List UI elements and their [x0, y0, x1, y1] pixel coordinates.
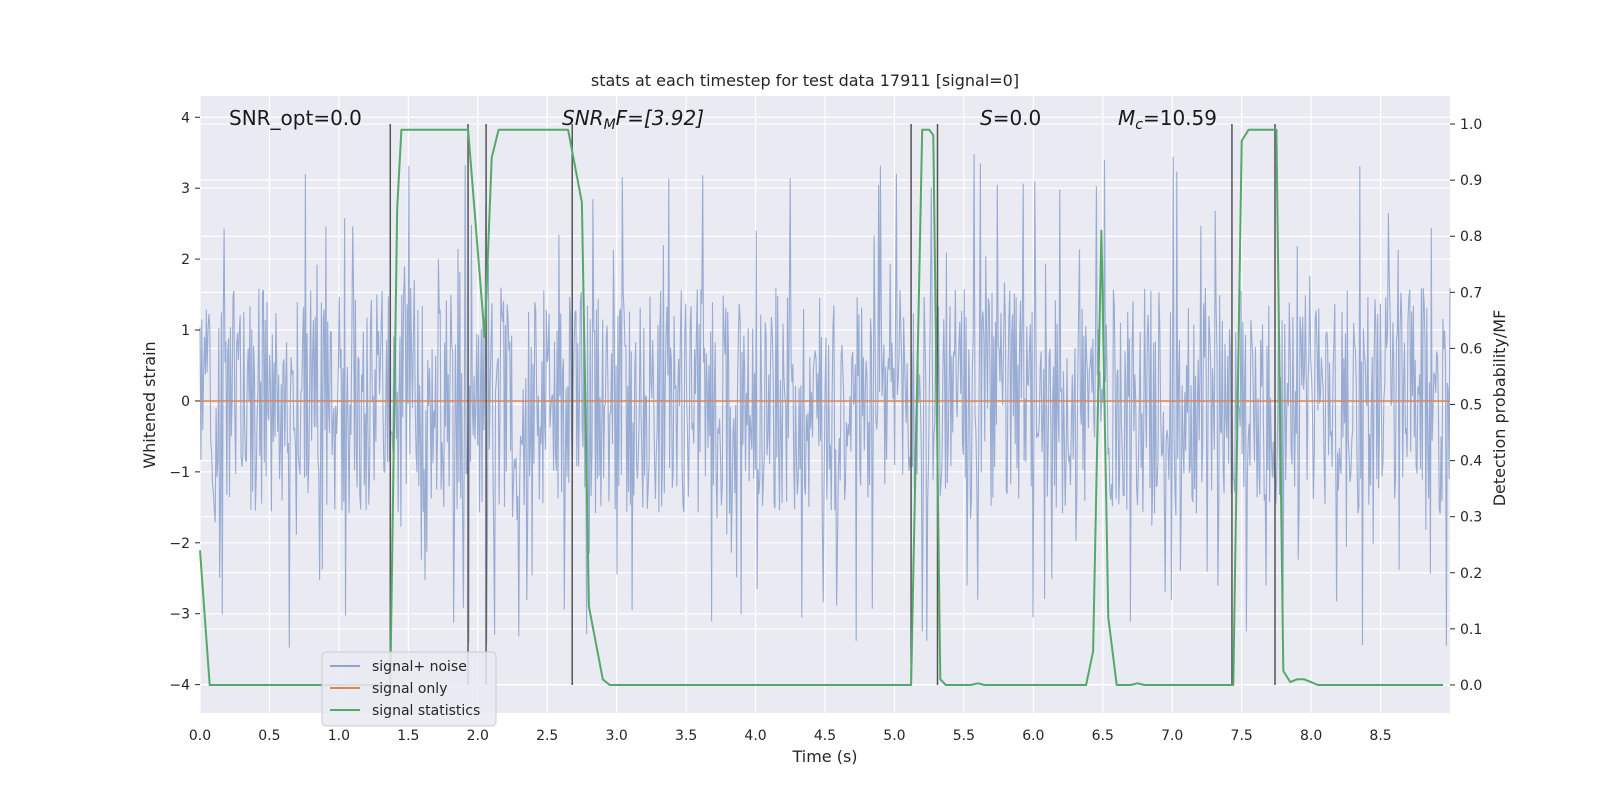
- annotation-mc-value: =10.59: [1143, 106, 1217, 130]
- y2-axis-label: Detection probability/MF: [1490, 310, 1509, 507]
- chart-title: stats at each timestep for test data 179…: [591, 71, 1019, 90]
- y2-tick-label: 0.2: [1460, 566, 1482, 582]
- y2-tick-label: 1.0: [1460, 117, 1482, 133]
- legend-label-noise: signal+ noise: [372, 659, 467, 675]
- x-tick-label: 2.0: [467, 728, 489, 744]
- y2-axis-ticks: 1.0 0.9 0.8 0.7 0.6 0.5 0.4 0.3 0.2 0.1 0.0: [1450, 117, 1482, 694]
- x-tick-label: 6.0: [1022, 728, 1044, 744]
- x-tick-label: 5.5: [953, 728, 975, 744]
- signal-statistics-series: [199, 128, 1444, 686]
- y-axis-ticks: 4 3 2 1 0 −1 −2 −3 −4: [169, 110, 200, 694]
- legend: signal+ noise signal only signal statist…: [321, 651, 497, 727]
- y-tick-label: −4: [169, 678, 190, 694]
- y2-tick-label: 0.9: [1460, 173, 1482, 189]
- annotation-mc-sub: c: [1135, 117, 1143, 133]
- x-tick-label: 7.0: [1161, 728, 1183, 744]
- legend-label-stats: signal statistics: [372, 703, 480, 719]
- legend-label-signal: signal only: [372, 681, 447, 697]
- x-tick-label: 4.5: [814, 728, 836, 744]
- x-tick-label: 8.5: [1369, 728, 1391, 744]
- x-tick-label: 0.0: [189, 728, 211, 744]
- x-tick-label: 0.5: [258, 728, 280, 744]
- vertical-markers: [389, 124, 1276, 685]
- y2-tick-label: 0.4: [1460, 454, 1482, 470]
- y-axis-label: Whitened strain: [140, 341, 159, 468]
- x-tick-label: 6.5: [1092, 728, 1114, 744]
- y2-tick-label: 0.3: [1460, 510, 1482, 526]
- annotation-mc: Mc=10.59: [1118, 106, 1217, 133]
- signal-statistics-line: [199, 128, 1444, 686]
- y2-tick-label: 0.5: [1460, 398, 1482, 414]
- annotation-s-var: S: [980, 106, 993, 130]
- y-tick-label: −1: [169, 465, 190, 481]
- annotation-snr-mf: SNRMF=[3.92]: [562, 106, 704, 133]
- y-tick-label: 0: [181, 394, 190, 410]
- x-tick-label: 3.0: [606, 728, 628, 744]
- annotation-snr-mf-f: F=[3.92]: [616, 106, 704, 130]
- y2-tick-label: 0.0: [1460, 678, 1482, 694]
- y-tick-label: 2: [181, 252, 190, 268]
- x-tick-label: 8.0: [1300, 728, 1322, 744]
- y2-tick-label: 0.1: [1460, 622, 1482, 638]
- y2-tick-label: 0.6: [1460, 341, 1482, 357]
- x-axis-label: Time (s): [791, 747, 857, 766]
- annotation-mc-var: M: [1118, 106, 1135, 130]
- x-tick-label: 5.0: [883, 728, 905, 744]
- signal-noise-series: [199, 154, 1451, 648]
- x-tick-label: 4.0: [744, 728, 766, 744]
- x-tick-label: 3.5: [675, 728, 697, 744]
- annotation-snr-mf-sub: M: [604, 117, 616, 133]
- noise-line: [199, 154, 1451, 648]
- x-tick-label: 7.5: [1231, 728, 1253, 744]
- x-axis-ticks: 0.0 0.5 1.0 1.5 2.0 2.5 3.0 3.5 4.0 4.5 5.0 5.5 6.0 6…: [189, 728, 1392, 744]
- y-tick-label: −2: [169, 536, 190, 552]
- y-tick-label: 4: [181, 110, 190, 126]
- annotation-s: S=0.0: [980, 106, 1041, 130]
- y-tick-label: −3: [169, 607, 190, 623]
- x-tick-label: 2.5: [536, 728, 558, 744]
- x-tick-label: 1.5: [397, 728, 419, 744]
- x-tick-label: 1.0: [328, 728, 350, 744]
- annotation-snr-opt: SNR_opt=0.0: [229, 106, 362, 130]
- y-tick-label: 3: [181, 181, 190, 197]
- y-tick-label: 1: [181, 323, 190, 339]
- annotation-s-value: =0.0: [993, 106, 1042, 130]
- y2-tick-label: 0.7: [1460, 285, 1482, 301]
- y2-tick-label: 0.8: [1460, 229, 1482, 245]
- legend-box: [321, 651, 497, 727]
- annotation-snr-mf-var: SNR: [562, 106, 604, 130]
